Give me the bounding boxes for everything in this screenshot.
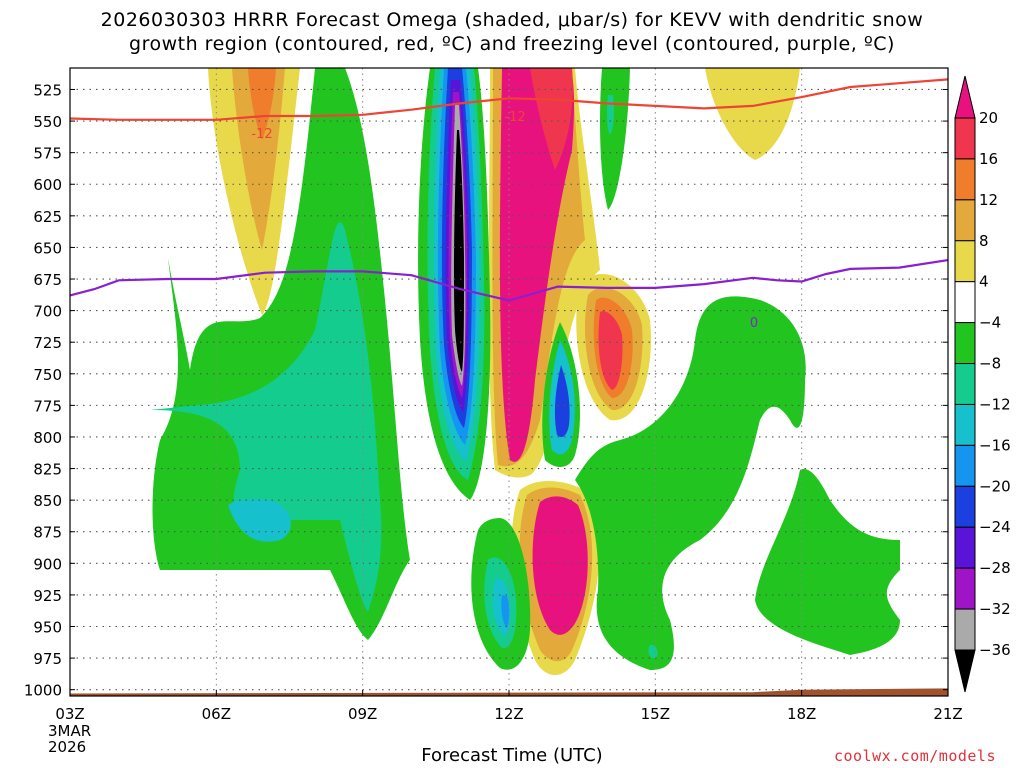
colorbar-band-14 (954, 649, 976, 693)
omega-area-4-8-far-east (755, 469, 900, 655)
x-tick-label-6: 06Z (202, 705, 231, 723)
colorbar-band-13 (954, 608, 976, 651)
x-tick-label-3: 03Z (55, 705, 84, 723)
omega-area-8-12-west (232, 68, 285, 250)
x-tick-label-12: 12Z (494, 705, 523, 723)
colorbar-band-11 (954, 526, 976, 569)
grid-lines (70, 68, 948, 696)
colorbar-label-9: −20 (979, 477, 1011, 495)
omega-area-8-12-neg-west (150, 222, 382, 613)
colorbar-band-9 (954, 444, 976, 487)
chart-title-line2: growth region (contoured, red, ºC) and f… (129, 33, 895, 55)
colorbar-label-7: −12 (979, 395, 1011, 413)
colorbar-band-6 (954, 322, 976, 365)
freezing-contour-label: 0 (750, 316, 758, 331)
colorbar-label-4: 4 (979, 273, 989, 291)
omega-shading (150, 68, 900, 675)
start-date-day: 3MAR (48, 722, 92, 740)
colorbar-label-11: −28 (979, 559, 1011, 577)
y-tick-label-875: 875 (33, 524, 62, 542)
colorbar-band-12 (954, 567, 976, 610)
omega-area-16-20-column (530, 68, 573, 170)
omega-area-4-8-east (705, 68, 800, 160)
colorbar-band-10 (954, 485, 976, 528)
y-tick-label-800: 800 (33, 429, 62, 447)
y-tick-label-550: 550 (33, 113, 62, 131)
omega-area-4-8-east-low (575, 296, 806, 670)
y-tick-label-725: 725 (33, 334, 62, 352)
y-tick-label-775: 775 (33, 397, 62, 415)
omega-area-20-lower (532, 496, 588, 635)
dgz-contour-label-west: -12 (251, 127, 272, 142)
y-tick-label-675: 675 (33, 271, 62, 289)
colorbar-label-6: −8 (979, 355, 1001, 373)
x-axis-label: Forecast Time (UTC) (421, 745, 603, 766)
colorbar-label-5: −4 (979, 314, 1001, 332)
colorbar-label-0: 20 (979, 109, 998, 127)
x-tick-label-15: 15Z (641, 705, 670, 723)
colorbar-band-2 (954, 158, 976, 201)
colorbar-band-0 (954, 75, 976, 119)
omega-area-20-24-small (554, 365, 570, 438)
omega-area-lt36-neg-column (453, 130, 464, 372)
y-tick-label-925: 925 (33, 587, 62, 605)
credit-text: coolwx.com/models (833, 747, 996, 765)
x-tick-label-18: 18Z (787, 705, 816, 723)
y-tick-label-825: 825 (33, 461, 62, 479)
colorbar-band-1 (954, 117, 976, 160)
ground-surface (70, 688, 948, 696)
y-tick-label-650: 650 (33, 239, 62, 257)
colorbar-label-3: 8 (979, 232, 989, 250)
omega-area-16-20-lowcell (501, 595, 510, 628)
colorbar-label-10: −24 (979, 518, 1011, 536)
x-tick-label-9: 09Z (348, 705, 377, 723)
colorbar-band-4 (954, 240, 976, 283)
y-tick-label-750: 750 (33, 366, 62, 384)
x-tick-label-21: 21Z (933, 705, 962, 723)
y-tick-label-600: 600 (33, 176, 62, 194)
y-tick-label-625: 625 (33, 208, 62, 226)
dgz-contour-label-east: -12 (504, 110, 525, 125)
omega-area-12-16-west (248, 68, 276, 140)
colorbar: 20 16 12 8 4 −4 −8 −12 −16 −20 −24 −28 −32 −36 (954, 75, 1011, 693)
colorbar-label-2: 12 (979, 191, 998, 209)
omega-area-16-20-mid (598, 311, 623, 390)
colorbar-label-12: −32 (979, 600, 1011, 618)
y-tick-label-950: 950 (33, 619, 62, 637)
omega-area-8-12-speck (648, 644, 658, 659)
freezing-level-contour (69, 259, 949, 302)
y-tick-label-1000: 1000 (24, 682, 62, 700)
y-axis-ticks: 525 550 575 600 625 650 675 700 725 750 775 800 825 8… (24, 81, 948, 700)
y-tick-label-700: 700 (33, 303, 62, 321)
colorbar-band-3 (954, 199, 976, 242)
chart-title-line1: 2026030303 HRRR Forecast Omega (shaded, … (100, 9, 924, 31)
colorbar-label-8: −16 (979, 436, 1011, 454)
x-axis-ticks: 03Z 06Z 09Z 12Z 15Z 18Z 21Z (55, 690, 963, 723)
y-tick-label-525: 525 (33, 81, 62, 99)
colorbar-band-7 (954, 363, 976, 405)
omega-area-12-16-neg-west (228, 499, 291, 542)
y-tick-label-975: 975 (33, 650, 62, 668)
omega-area-8-12-strip (606, 95, 614, 135)
colorbar-band-8 (954, 403, 976, 446)
y-tick-label-900: 900 (33, 555, 62, 573)
colorbar-label-1: 16 (979, 150, 998, 168)
y-tick-label-575: 575 (33, 145, 62, 163)
start-date-year: 2026 (48, 738, 87, 756)
dgz-minus12-contour (69, 78, 949, 121)
colorbar-label-13: −36 (979, 641, 1011, 659)
colorbar-band-5 (954, 281, 976, 324)
y-tick-label-850: 850 (33, 492, 62, 510)
